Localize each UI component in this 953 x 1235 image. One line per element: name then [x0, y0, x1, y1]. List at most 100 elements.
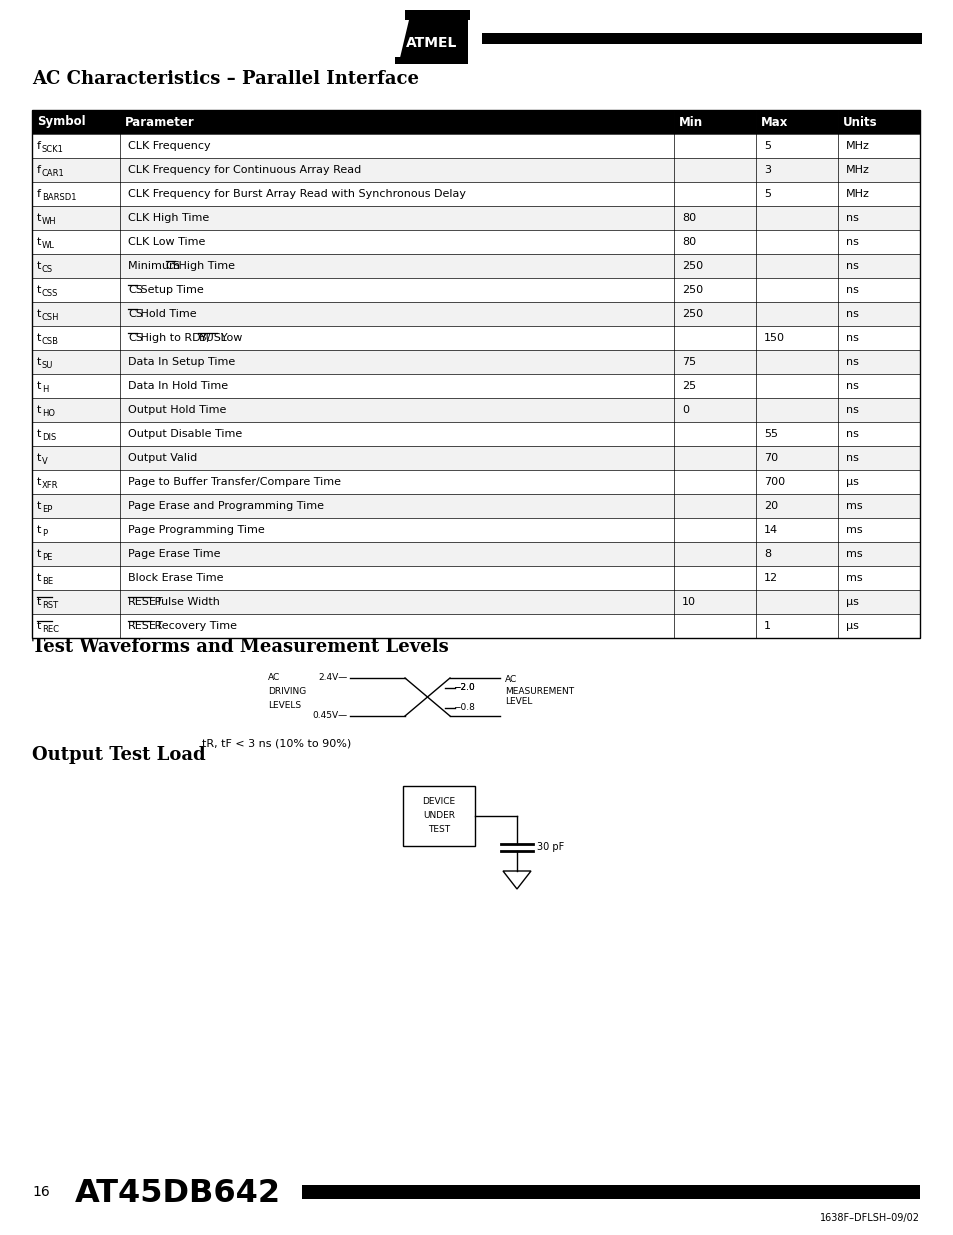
Bar — [755, 278, 837, 303]
Bar — [673, 326, 755, 350]
Text: μs: μs — [845, 477, 858, 487]
Text: ns: ns — [845, 429, 858, 438]
Text: 1638F–DFLSH–09/02: 1638F–DFLSH–09/02 — [820, 1213, 919, 1223]
Text: LEVELS: LEVELS — [268, 701, 301, 710]
Bar — [755, 350, 837, 374]
Bar — [673, 398, 755, 422]
Text: t: t — [37, 621, 41, 631]
Bar — [32, 110, 919, 638]
Bar — [120, 303, 673, 326]
Text: t: t — [37, 357, 41, 367]
Text: CLK High Time: CLK High Time — [128, 212, 209, 224]
Text: ns: ns — [845, 237, 858, 247]
Text: TEST: TEST — [428, 825, 450, 835]
Text: t: t — [37, 597, 41, 606]
Bar — [673, 206, 755, 230]
Text: High to RDY/: High to RDY/ — [137, 333, 211, 343]
Text: μs: μs — [845, 597, 858, 606]
Bar — [32, 590, 120, 614]
Text: 150: 150 — [763, 333, 784, 343]
Text: ns: ns — [845, 453, 858, 463]
Text: t: t — [37, 382, 41, 391]
Text: f: f — [37, 189, 41, 199]
Text: SU: SU — [42, 361, 53, 369]
Bar — [837, 230, 919, 254]
Text: CS: CS — [128, 333, 143, 343]
Text: 80: 80 — [681, 212, 696, 224]
Text: Units: Units — [842, 116, 877, 128]
Bar — [755, 110, 837, 135]
Bar — [402, 785, 475, 846]
Bar — [755, 374, 837, 398]
Bar — [755, 398, 837, 422]
Bar — [755, 494, 837, 517]
Text: t: t — [37, 525, 41, 535]
Bar — [32, 398, 120, 422]
Bar — [120, 446, 673, 471]
Bar — [755, 422, 837, 446]
Text: 0: 0 — [681, 405, 688, 415]
Text: 5: 5 — [763, 189, 770, 199]
Text: BE: BE — [42, 577, 52, 585]
Bar — [755, 614, 837, 638]
Text: Parameter: Parameter — [125, 116, 194, 128]
Text: Recovery Time: Recovery Time — [152, 621, 237, 631]
Text: CLK Frequency for Burst Array Read with Synchronous Delay: CLK Frequency for Burst Array Read with … — [128, 189, 465, 199]
Text: Data In Hold Time: Data In Hold Time — [128, 382, 228, 391]
Text: MEASUREMENT: MEASUREMENT — [504, 687, 574, 695]
Bar — [32, 303, 120, 326]
Bar — [32, 471, 120, 494]
Text: RST: RST — [42, 600, 58, 610]
Text: Max: Max — [760, 116, 787, 128]
Bar — [837, 278, 919, 303]
Bar — [755, 230, 837, 254]
Text: MHz: MHz — [845, 165, 869, 175]
Text: 25: 25 — [681, 382, 696, 391]
Text: ms: ms — [845, 525, 862, 535]
Bar — [673, 254, 755, 278]
Bar — [837, 422, 919, 446]
Text: EP: EP — [42, 505, 52, 514]
Bar — [302, 1186, 919, 1199]
Bar — [32, 135, 120, 158]
Text: −2.0: −2.0 — [453, 683, 475, 693]
Text: Test Waveforms and Measurement Levels: Test Waveforms and Measurement Levels — [32, 638, 448, 656]
Bar — [120, 614, 673, 638]
Text: 5: 5 — [763, 141, 770, 151]
Text: f: f — [37, 141, 41, 151]
Text: 20: 20 — [763, 501, 778, 511]
Bar — [673, 182, 755, 206]
Bar — [837, 158, 919, 182]
Bar — [32, 350, 120, 374]
Text: DRIVING: DRIVING — [268, 688, 306, 697]
Bar — [755, 446, 837, 471]
Text: ns: ns — [845, 285, 858, 295]
Text: ns: ns — [845, 261, 858, 270]
Text: V: V — [42, 457, 48, 466]
Bar — [120, 422, 673, 446]
Text: XFR: XFR — [42, 480, 58, 489]
Text: t: t — [37, 212, 41, 224]
Bar — [837, 254, 919, 278]
Text: Pulse Width: Pulse Width — [152, 597, 220, 606]
Text: CS: CS — [128, 309, 143, 319]
Text: Page Erase Time: Page Erase Time — [128, 550, 220, 559]
Text: ATMEL: ATMEL — [406, 36, 457, 49]
Text: SCK1: SCK1 — [42, 144, 64, 153]
Bar — [673, 350, 755, 374]
Text: CLK Frequency: CLK Frequency — [128, 141, 211, 151]
Bar — [120, 471, 673, 494]
Text: LEVEL: LEVEL — [504, 698, 532, 706]
Text: CLK Low Time: CLK Low Time — [128, 237, 205, 247]
Bar — [120, 135, 673, 158]
Bar — [405, 10, 470, 20]
Text: ms: ms — [845, 501, 862, 511]
Text: ns: ns — [845, 405, 858, 415]
Bar — [673, 158, 755, 182]
Text: t: t — [37, 405, 41, 415]
Bar — [837, 182, 919, 206]
Text: t: t — [37, 453, 41, 463]
Polygon shape — [398, 20, 468, 62]
Text: Hold Time: Hold Time — [137, 309, 197, 319]
Bar — [837, 494, 919, 517]
